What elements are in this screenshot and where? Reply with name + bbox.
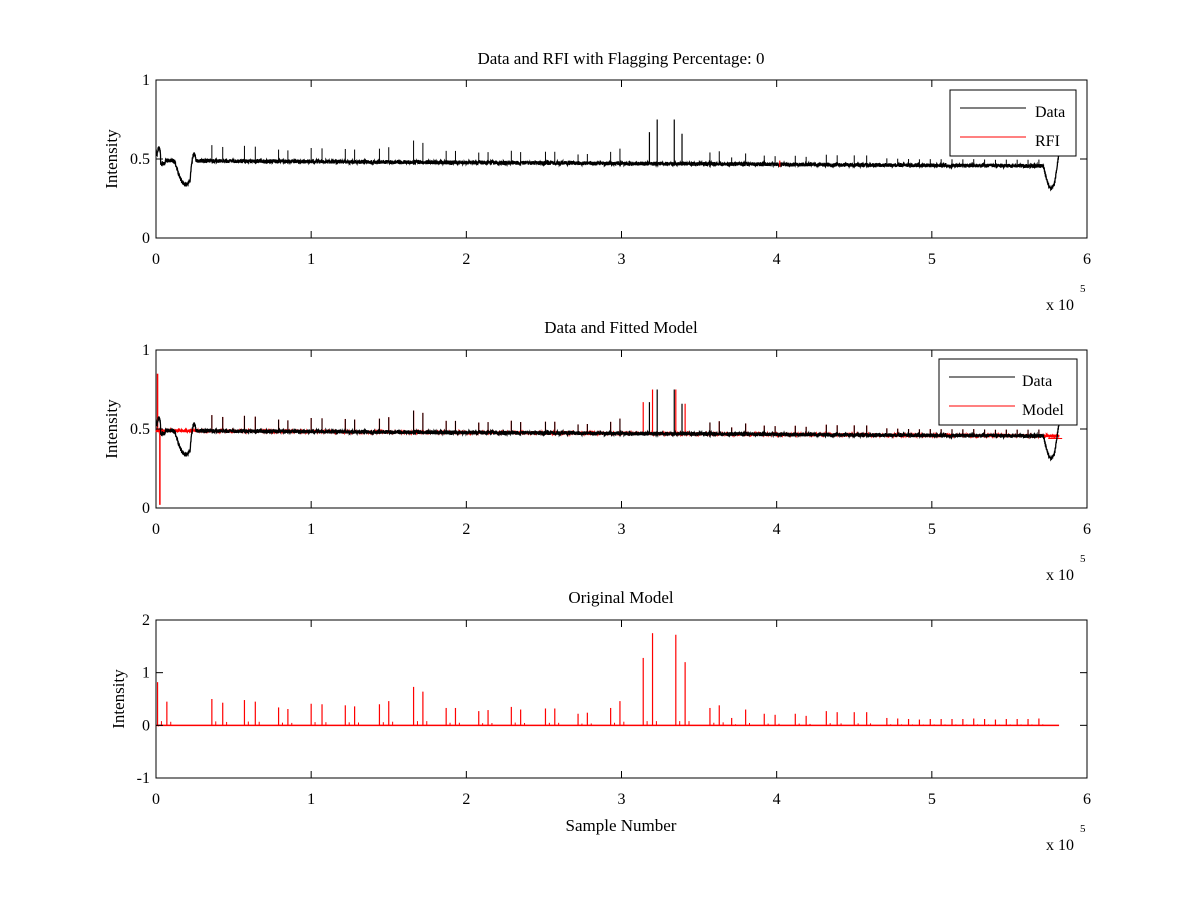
panel-2-title: Data and Fitted Model [544, 318, 698, 337]
x-tick-label: 6 [1083, 791, 1091, 808]
panel-2-x-multiplier: x 10 [1046, 567, 1074, 584]
panel-3-title: Original Model [568, 588, 674, 607]
panel-2-legend: Data Model [938, 358, 1078, 426]
y-tick-label: 0 [142, 717, 150, 734]
x-tick-label: 1 [307, 521, 315, 538]
panel-1-legend-box [949, 89, 1077, 157]
x-tick-label: 6 [1083, 251, 1091, 268]
y-tick-label: 0.5 [130, 151, 150, 168]
x-tick-label: 2 [462, 791, 470, 808]
x-tick-label: 5 [928, 791, 936, 808]
x-tick-label: 5 [928, 521, 936, 538]
x-tick-label: 0 [152, 251, 160, 268]
panel-3-ylabel: Intensity [109, 669, 128, 729]
panel-3-xlabel: Sample Number [566, 816, 677, 835]
x-tick-label: 3 [618, 791, 626, 808]
panel-data-model: Data and Fitted Model 0 1 2 3 4 5 6 0 0.5 1 Inten… [102, 318, 1091, 584]
x-tick-label: 0 [152, 521, 160, 538]
y-tick-label: 1 [142, 342, 150, 359]
x-tick-label: 4 [773, 521, 781, 538]
panel-data-rfi: Data and RFI with Flagging Percentage: 0… [102, 49, 1091, 314]
panel-1-title: Data and RFI with Flagging Percentage: 0 [477, 49, 764, 68]
panel-2-legend-data-label: Data [1022, 373, 1052, 390]
y-tick-label: 1 [142, 72, 150, 89]
panel-1-legend-data-label: Data [1035, 104, 1065, 121]
x-tick-label: 5 [928, 251, 936, 268]
panel-3-x-multiplier: x 10 [1046, 837, 1074, 854]
panel-3-plot-area [156, 633, 1060, 727]
panel-1-legend: Data RFI [949, 89, 1077, 157]
x-tick-label: 2 [462, 251, 470, 268]
x-tick-label: 0 [152, 791, 160, 808]
x-tick-label: 6 [1083, 521, 1091, 538]
y-tick-label: 0 [142, 230, 150, 247]
panel-2-legend-model-label: Model [1022, 402, 1064, 419]
data-series-line [155, 416, 1060, 462]
x-tick-label: 4 [773, 251, 781, 268]
panel-2-legend-box [938, 358, 1078, 426]
x-tick-label: 4 [773, 791, 781, 808]
x-tick-label: 1 [307, 251, 315, 268]
panel-1-x-multiplier: x 10 [1046, 297, 1074, 314]
x-tick-label: 3 [618, 251, 626, 268]
panel-3-x-multiplier-exponent: 5 [1080, 823, 1086, 835]
y-tick-label: -1 [137, 770, 150, 787]
y-tick-label: 0.5 [130, 421, 150, 438]
panel-2-plot-area [155, 373, 1063, 505]
panel-1-ylabel: Intensity [102, 129, 121, 189]
y-tick-label: 2 [142, 612, 150, 629]
panel-1-legend-rfi-label: RFI [1035, 133, 1060, 150]
panel-1-plot-area [155, 119, 1060, 192]
panel-1-ticks: 0 1 2 3 4 5 6 0 0.5 1 [130, 72, 1091, 268]
x-tick-label: 3 [618, 521, 626, 538]
panel-1-x-multiplier-exponent: 5 [1080, 283, 1086, 295]
panel-2-ylabel: Intensity [102, 399, 121, 459]
y-tick-label: 1 [142, 665, 150, 682]
panel-3-axes-box [155, 619, 1088, 779]
x-tick-label: 2 [462, 521, 470, 538]
panel-2-ticks: 0 1 2 3 4 5 6 0 0.5 1 [130, 342, 1091, 538]
data-series-line [155, 146, 1060, 192]
y-tick-label: 0 [142, 500, 150, 517]
panel-2-x-multiplier-exponent: 5 [1080, 553, 1086, 565]
x-tick-label: 1 [307, 791, 315, 808]
